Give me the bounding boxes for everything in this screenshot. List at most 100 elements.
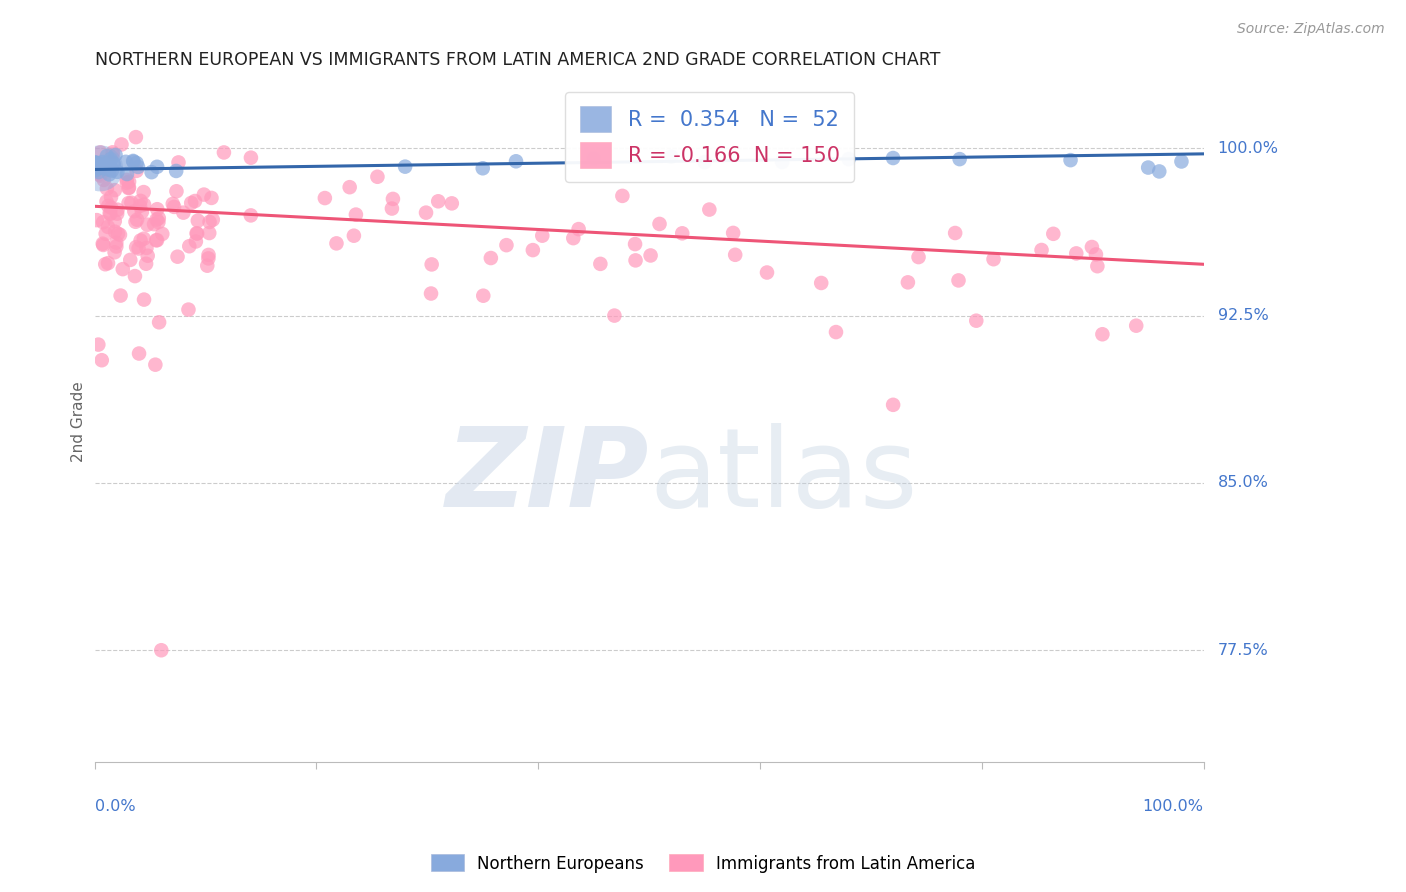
Point [582,152,605,166]
Point [129,199,152,213]
Point [167,155,190,169]
Point [166,184,188,198]
Point [132,197,155,211]
Point [118,180,141,194]
Point [104,148,127,162]
Text: ZIP: ZIP [446,423,650,530]
Point [1084,247,1107,261]
Point [93,159,115,173]
Point [111,262,134,277]
Point [659,150,682,164]
Point [86,160,108,174]
Point [143,358,166,372]
Point [1064,246,1087,260]
Point [105,235,128,250]
Point [129,234,152,248]
Point [603,309,626,323]
Point [148,211,170,226]
Point [117,196,139,211]
Point [472,289,495,303]
Point [145,212,167,227]
Point [104,183,127,197]
Point [163,200,186,214]
Point [770,155,793,169]
Point [122,153,145,168]
Point [562,231,585,245]
Point [105,165,128,179]
Point [90,169,112,183]
Point [105,239,128,253]
Point [129,194,152,208]
Point [187,213,209,227]
Point [101,163,124,178]
Point [648,217,671,231]
Point [1059,153,1081,168]
Point [1149,164,1171,178]
Point [897,276,920,290]
Point [172,205,194,219]
Point [120,195,142,210]
Point [531,228,554,243]
Point [90,353,112,368]
Point [125,212,148,227]
Point [94,257,117,271]
Point [146,202,169,217]
Point [983,252,1005,267]
Point [87,337,110,351]
Point [589,257,612,271]
Point [239,151,262,165]
Point [505,154,527,169]
Point [120,252,142,267]
Point [671,227,693,241]
Point [624,237,647,252]
Point [198,215,221,229]
Point [721,226,744,240]
Point [640,248,662,262]
Point [84,160,107,174]
Point [93,160,115,174]
Point [108,227,131,242]
Point [239,208,262,222]
Point [91,236,114,251]
Point [105,207,128,221]
Point [100,190,122,204]
Point [1087,259,1109,273]
Point [98,206,121,220]
Point [184,194,207,208]
Point [612,189,634,203]
Point [177,302,200,317]
Y-axis label: 2nd Grade: 2nd Grade [72,381,86,462]
Point [724,248,747,262]
Point [193,187,215,202]
Point [1081,240,1104,254]
Point [104,225,127,239]
Point [1042,227,1064,241]
Point [110,288,132,302]
Legend: R =  0.354   N =  52, R = -0.166  N = 150: R = 0.354 N = 52, R = -0.166 N = 150 [565,92,855,182]
Point [314,191,336,205]
Point [131,205,153,219]
Point [184,235,207,249]
Point [471,161,494,176]
Point [97,161,120,176]
Point [201,212,224,227]
Point [186,227,208,241]
Point [114,154,136,169]
Point [96,149,118,163]
Point [89,145,111,160]
Point [146,233,169,247]
Point [101,145,124,160]
Point [117,181,139,195]
Point [882,398,904,412]
Point [128,242,150,256]
Point [86,161,108,175]
Point [568,222,591,236]
Point [86,213,108,227]
Point [838,152,860,166]
Point [1031,243,1053,257]
Point [84,155,107,169]
Point [132,185,155,199]
Point [135,257,157,271]
Point [124,204,146,219]
Point [150,643,173,657]
